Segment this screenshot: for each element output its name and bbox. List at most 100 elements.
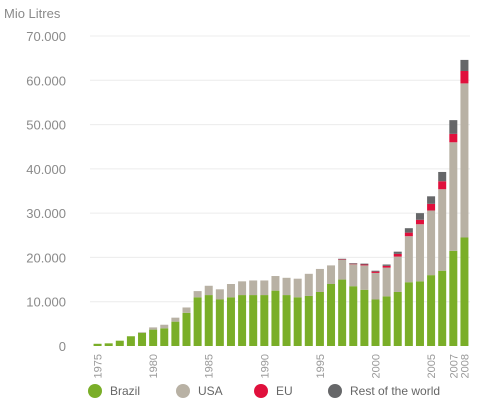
x-tick-label: 1995 xyxy=(315,354,327,378)
legend-label-eu: EU xyxy=(276,384,293,398)
legend-label-usa: USA xyxy=(198,384,223,398)
bar-eu-2006 xyxy=(438,181,447,190)
bar-brazil-1991 xyxy=(271,290,280,346)
bar-brazil-1994 xyxy=(304,295,313,346)
gridlines xyxy=(90,35,470,303)
bar-rest-of-the-world-1997 xyxy=(338,258,347,260)
bar-brazil-1988 xyxy=(238,295,247,346)
bar-rest-of-the-world-2000 xyxy=(371,270,380,272)
legend-label-rest-of-world: Rest of the world xyxy=(350,384,441,398)
bar-usa-1990 xyxy=(260,280,269,296)
bar-rest-of-the-world-1999 xyxy=(360,263,369,265)
bar-rest-of-the-world-2003 xyxy=(404,228,413,233)
bar-brazil-2003 xyxy=(404,282,413,346)
bar-usa-1980 xyxy=(149,327,158,330)
bar-brazil-1996 xyxy=(327,284,336,346)
bar-rest-of-the-world-2001 xyxy=(382,264,391,266)
bar-usa-1981 xyxy=(160,324,169,329)
bar-brazil-1975 xyxy=(93,343,102,346)
bar-brazil-2004 xyxy=(415,281,424,346)
bar-brazil-2008 xyxy=(460,237,469,346)
bar-brazil-1998 xyxy=(349,286,358,346)
bar-rest-of-the-world-2004 xyxy=(415,213,424,220)
y-tick-label: 50.000 xyxy=(26,118,66,133)
bar-usa-2004 xyxy=(415,224,424,282)
y-axis-label: Mio Litres xyxy=(4,6,61,21)
bar-usa-1998 xyxy=(349,264,358,287)
bar-usa-1995 xyxy=(315,268,324,292)
bar-rest-of-the-world-2008 xyxy=(460,59,469,71)
bar-brazil-1980 xyxy=(149,329,158,346)
x-tick-label: 1980 xyxy=(148,354,160,378)
legend-item-usa: USA xyxy=(176,384,232,398)
y-tick-label: 70.000 xyxy=(26,29,66,44)
bar-rest-of-the-world-2006 xyxy=(438,171,447,182)
bar-brazil-1987 xyxy=(226,297,235,346)
bar-eu-1997 xyxy=(338,259,347,260)
y-tick-labels: 0 10.000 20.000 30.000 40.000 50.000 60.000 70.… xyxy=(26,29,66,354)
bar-eu-2001 xyxy=(382,265,391,268)
bar-usa-1993 xyxy=(293,278,302,298)
x-tick-label: 1975 xyxy=(93,354,105,378)
bar-eu-1998 xyxy=(349,263,358,265)
legend-label-brazil: Brazil xyxy=(110,384,141,398)
bar-brazil-1979 xyxy=(138,332,147,346)
legend-item-rest-of-world: Rest of the world xyxy=(328,384,440,398)
bar-brazil-1993 xyxy=(293,297,302,346)
bar-usa-1994 xyxy=(304,273,313,296)
bar-usa-1991 xyxy=(271,276,280,291)
bar-eu-2007 xyxy=(449,133,458,143)
x-tick-label: 2008 xyxy=(459,354,471,378)
bar-usa-1979 xyxy=(138,332,147,333)
bar-usa-1989 xyxy=(249,280,258,296)
bar-brazil-1995 xyxy=(315,291,324,346)
bar-brazil-2002 xyxy=(393,291,402,346)
legend-swatch-usa xyxy=(176,384,190,398)
legend-swatch-rest-of-world xyxy=(328,384,342,398)
bar-brazil-1981 xyxy=(160,328,169,346)
bar-brazil-2007 xyxy=(449,250,458,346)
bar-brazil-2001 xyxy=(382,296,391,346)
bar-brazil-1977 xyxy=(115,340,124,346)
bar-brazil-1986 xyxy=(215,299,224,346)
legend: Brazil USA EU Rest of the world xyxy=(88,384,462,398)
bar-usa-1988 xyxy=(238,281,247,296)
bar-usa-2008 xyxy=(460,83,469,238)
y-tick-label: 0 xyxy=(59,339,66,354)
bar-usa-1984 xyxy=(193,291,202,298)
y-tick-label: 40.000 xyxy=(26,162,66,177)
bar-usa-1982 xyxy=(171,317,180,322)
bar-brazil-1997 xyxy=(338,279,347,346)
bar-rest-of-the-world-2002 xyxy=(393,251,402,254)
bar-brazil-1984 xyxy=(193,297,202,346)
bar-usa-1987 xyxy=(226,284,235,298)
bar-rest-of-the-world-2007 xyxy=(449,120,458,134)
bar-usa-2000 xyxy=(371,272,380,300)
x-tick-label: 2005 xyxy=(426,354,438,378)
bar-usa-1985 xyxy=(204,285,213,296)
bar-brazil-1985 xyxy=(204,295,213,346)
bar-eu-2005 xyxy=(427,203,436,211)
bar-eu-2000 xyxy=(371,271,380,273)
bar-brazil-1999 xyxy=(360,289,369,346)
x-tick-label: 1985 xyxy=(204,354,216,378)
bar-usa-2002 xyxy=(393,256,402,292)
bar-brazil-2006 xyxy=(438,270,447,346)
bar-usa-2005 xyxy=(427,210,436,276)
bar-rest-of-the-world-2005 xyxy=(427,196,436,204)
bar-eu-2008 xyxy=(460,70,469,84)
bar-usa-2007 xyxy=(449,142,458,251)
y-tick-label: 20.000 xyxy=(26,250,66,265)
bar-usa-1996 xyxy=(327,265,336,284)
legend-item-eu: EU xyxy=(254,384,306,398)
bar-brazil-1983 xyxy=(182,312,191,346)
bar-brazil-1982 xyxy=(171,321,180,346)
legend-swatch-eu xyxy=(254,384,268,398)
bar-usa-1986 xyxy=(215,289,224,300)
bar-brazil-1978 xyxy=(126,336,135,346)
bar-usa-2003 xyxy=(404,236,413,283)
bar-brazil-2005 xyxy=(427,275,436,346)
x-tick-label: 2000 xyxy=(371,354,383,378)
stacked-bar-chart: Mio Litres 0 10.000 20.000 30.000 40.000 50.0… xyxy=(4,6,471,378)
bar-brazil-1990 xyxy=(260,295,269,346)
